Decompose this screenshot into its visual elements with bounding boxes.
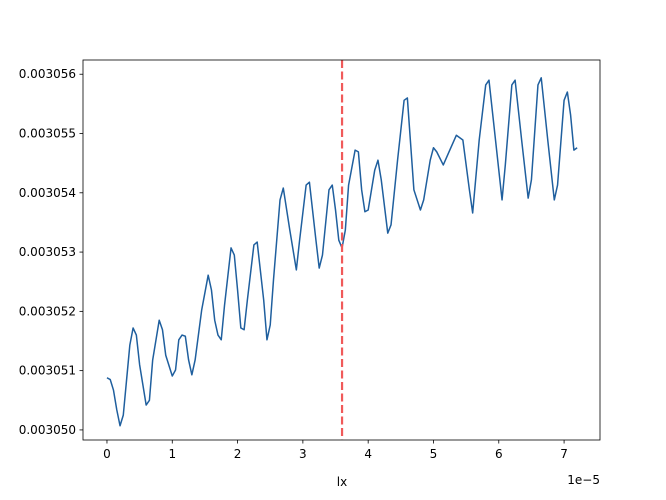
x-offset-label: 1e−5 bbox=[567, 473, 600, 487]
y-tick-label: 0.003050 bbox=[19, 423, 76, 437]
y-tick-label: 0.003056 bbox=[19, 67, 76, 81]
y-tick-label: 0.003052 bbox=[19, 304, 76, 318]
x-tick-label: 7 bbox=[560, 447, 568, 461]
x-tick-label: 5 bbox=[430, 447, 438, 461]
x-tick-label: 2 bbox=[234, 447, 242, 461]
y-tick-label: 0.003053 bbox=[19, 245, 76, 259]
x-axis-label: lx bbox=[337, 475, 347, 489]
x-tick-label: 3 bbox=[299, 447, 307, 461]
y-tick-label: 0.003055 bbox=[19, 127, 76, 141]
y-tick-label: 0.003051 bbox=[19, 364, 76, 378]
x-tick-label: 4 bbox=[364, 447, 372, 461]
x-tick-label: 0 bbox=[103, 447, 111, 461]
y-tick-label: 0.003054 bbox=[19, 186, 76, 200]
x-tick-label: 1 bbox=[168, 447, 176, 461]
data-line bbox=[106, 77, 578, 427]
plot-frame bbox=[82, 59, 601, 441]
x-tick-label: 6 bbox=[495, 447, 503, 461]
